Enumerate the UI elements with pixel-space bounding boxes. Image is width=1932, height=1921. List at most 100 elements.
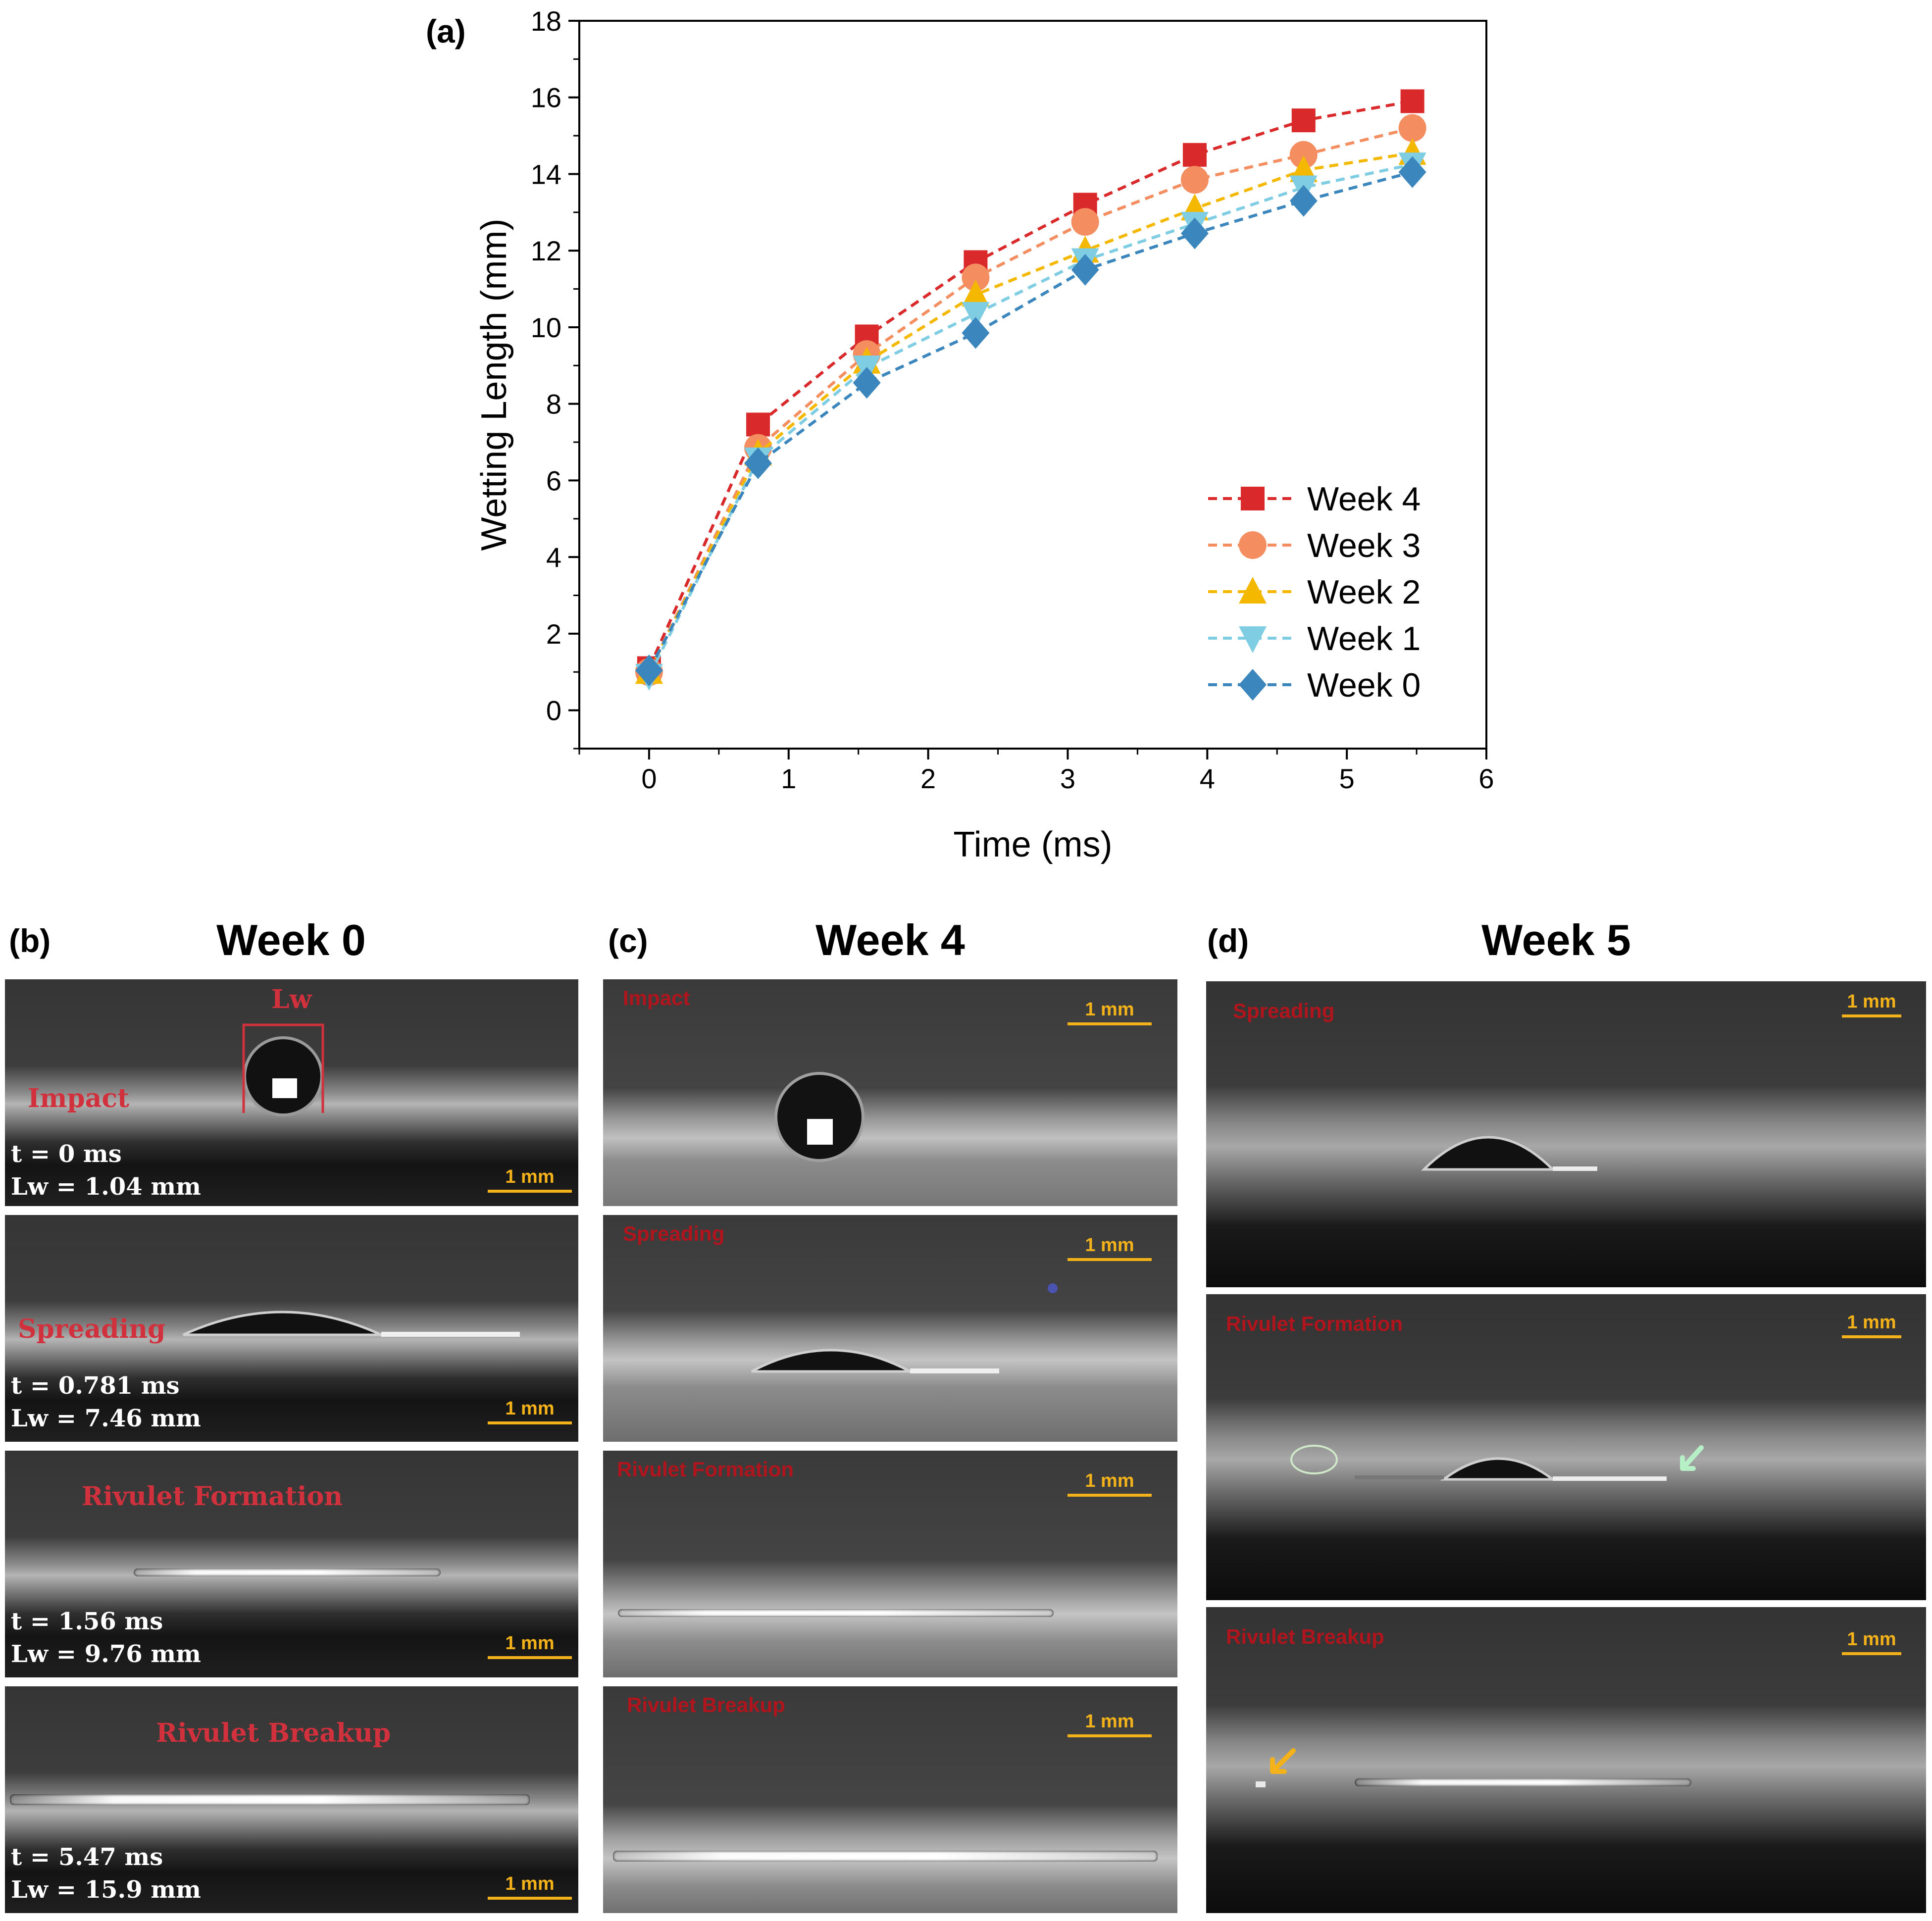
data-point-week4 [1291,108,1316,133]
legend-label-week2: Week 2 [1307,573,1421,611]
time-readout: t = 0 ms [11,1140,122,1168]
data-point-week3 [962,263,990,292]
frame-d-rivulet-formation: Rivulet Formation 1 mm [1206,1294,1926,1600]
series-line-week3 [648,126,1413,673]
data-point-week4 [746,412,770,437]
data-point-week0 [962,317,990,349]
frame-c-impact: Impact 1 mm [603,979,1177,1206]
frame-d-rivulet-breakup: Rivulet Breakup 1 mm [1206,1607,1926,1913]
series-line-week1 [648,163,1413,677]
time-readout: t = 5.47 ms [11,1843,163,1871]
data-point-week0 [1398,156,1426,188]
data-point-week0 [1180,217,1209,250]
scale-bar: 1 mm [1068,999,1152,1025]
frame-b-impact: Lw Impact t = 0 ms Lw = 1.04 mm 1 mm [5,979,578,1206]
data-point-week0 [744,447,772,479]
stage-label: Spreading [623,1222,725,1245]
stage-label: Spreading [1233,999,1335,1022]
legend-label-week4: Week 4 [1307,480,1421,518]
y-tick-label: 16 [531,82,561,113]
legend-marker-week0 [1239,669,1267,701]
legend-marker-week2 [1239,577,1267,604]
scale-bar: 1 mm [1068,1470,1152,1497]
panel-label-b: (b) [9,922,51,959]
legend-label-week0: Week 0 [1307,666,1421,704]
stage-label: Rivulet Formation [82,1481,343,1512]
panel-title-week4: Week 4 [815,915,965,964]
x-tick-label: 5 [1339,763,1355,794]
y-tick-label: 10 [531,312,561,343]
frame-b-rivulet-formation: Rivulet Formation t = 1.56 ms Lw = 9.76 … [5,1451,578,1677]
y-tick-label: 0 [546,695,561,726]
legend-label-week3: Week 3 [1307,527,1421,564]
data-point-week0 [1071,253,1099,286]
plot-frame [578,20,1487,750]
wetting-length-readout: Lw = 7.46 mm [11,1405,201,1432]
y-tick-label: 14 [531,158,561,190]
stage-label: Impact [623,986,690,1010]
x-tick-label: 2 [920,763,936,794]
data-point-week2 [1289,155,1318,182]
frame-c-rivulet-breakup: Rivulet Breakup 1 mm [603,1686,1177,1913]
data-point-week1 [962,302,990,329]
scale-bar: 1 mm [1842,1629,1901,1655]
data-point-week2 [962,280,990,307]
y-tick-label: 4 [546,542,561,573]
data-point-week3 [1071,208,1099,236]
stage-label: Spreading [18,1314,166,1344]
stage-label: Rivulet Breakup [627,1693,785,1717]
frame-c-rivulet-formation: Rivulet Formation 1 mm [603,1451,1177,1677]
scale-bar: 1 mm [1842,1312,1901,1338]
stage-label: Rivulet Formation [1226,1312,1403,1335]
y-tick-label: 6 [546,465,561,496]
series-line-week2 [648,151,1413,673]
data-point-week3 [1180,166,1209,194]
series-line-week0 [648,170,1413,671]
panel-label-d: (d) [1207,922,1249,959]
data-point-week0 [1289,185,1318,217]
data-point-week4 [1182,143,1207,167]
scale-bar: 1 mm [488,1166,572,1193]
y-tick-label: 18 [531,5,561,37]
stage-label: Rivulet Formation [617,1458,794,1481]
legend-marker-week3 [1239,531,1267,559]
x-axis-label: Time (ms) [953,825,1112,864]
data-point-week0 [635,655,663,687]
scale-bar: 1 mm [488,1398,572,1424]
scale-bar: 1 mm [1068,1235,1152,1261]
frame-d-spreading: Spreading 1 mm [1206,981,1926,1287]
data-point-week3 [1289,141,1318,169]
scale-bar: 1 mm [488,1873,572,1900]
panel-label-c: (c) [608,922,648,959]
frame-b-spreading: Spreading t = 0.781 ms Lw = 7.46 mm 1 mm [5,1215,578,1442]
y-tick-label: 8 [546,389,561,420]
data-point-week3 [1398,114,1426,142]
y-axis-label: Wetting Length (mm) [474,219,514,551]
scale-bar: 1 mm [488,1633,572,1659]
y-tick-label: 2 [546,618,561,650]
scale-bar: 1 mm [1842,991,1901,1017]
stage-label: Rivulet Breakup [156,1718,391,1748]
stage-label: Rivulet Breakup [1226,1625,1384,1648]
x-tick-label: 1 [781,763,796,794]
time-readout: t = 1.56 ms [11,1608,163,1635]
y-tick-label: 12 [531,235,561,266]
stage-label: Impact [28,1083,130,1113]
data-point-week4 [1400,89,1424,113]
x-tick-label: 0 [641,763,657,794]
wetting-length-readout: Lw = 15.9 mm [11,1876,201,1904]
panel-title-week0: Week 0 [216,915,366,964]
data-point-week0 [853,367,881,399]
x-tick-label: 4 [1200,763,1215,794]
x-tick-label: 3 [1060,763,1075,794]
panel-title-week5: Week 5 [1481,915,1631,964]
time-readout: t = 0.781 ms [11,1372,180,1400]
legend-label-week1: Week 1 [1307,620,1421,657]
wetting-length-readout: Lw = 9.76 mm [11,1640,201,1668]
frame-b-rivulet-breakup: Rivulet Breakup t = 5.47 ms Lw = 15.9 mm… [5,1686,578,1913]
scale-bar: 1 mm [1068,1711,1152,1737]
legend-marker-week1 [1239,626,1267,653]
x-tick-label: 6 [1478,763,1494,794]
wetting-length-readout: Lw = 1.04 mm [11,1173,201,1201]
